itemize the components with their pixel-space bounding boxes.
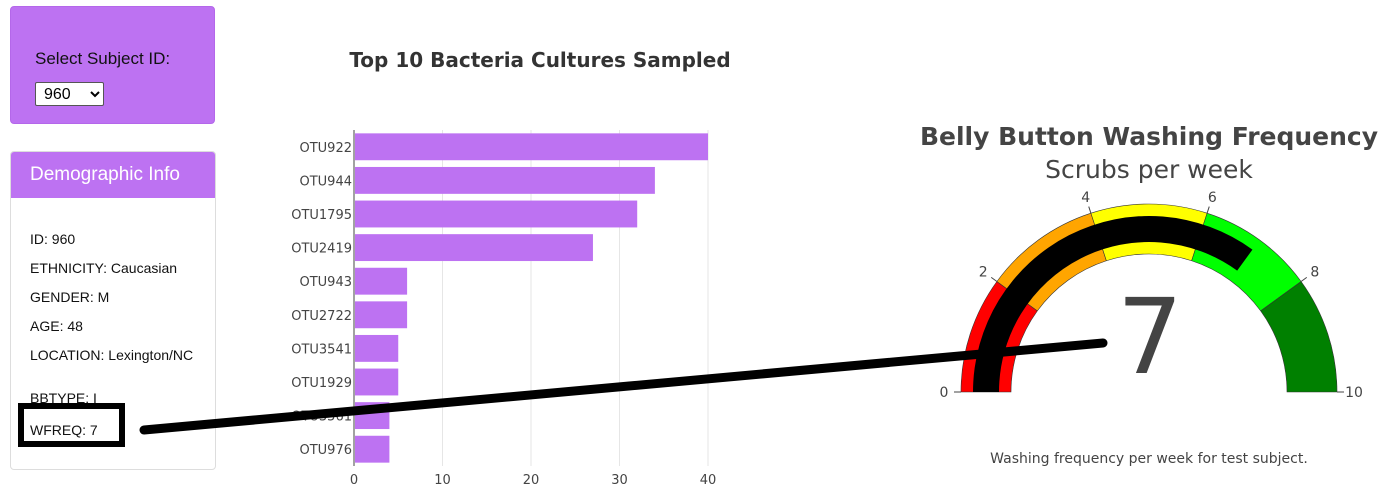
bar-chart-bar bbox=[355, 435, 390, 463]
bar-chart-x-tick-label: 20 bbox=[523, 473, 540, 488]
annotation-pointer-line bbox=[139, 338, 1108, 435]
bar-chart-category-label: OTU943 bbox=[299, 275, 352, 290]
gauge-caption: Washing frequency per week for test subj… bbox=[990, 451, 1308, 467]
demo-ethnicity: ETHNICITY: Caucasian bbox=[30, 260, 178, 276]
demographic-info-header: Demographic Info bbox=[11, 152, 215, 198]
bar-chart-category-label: OTU2722 bbox=[291, 309, 352, 324]
gauge-tick-label: 8 bbox=[1310, 265, 1319, 281]
gauge-title: Belly Button Washing Frequency bbox=[920, 122, 1378, 151]
gauge-subtitle: Scrubs per week bbox=[1045, 155, 1253, 184]
gauge-tick-label: 0 bbox=[940, 385, 949, 401]
demographic-info-panel: Demographic Info ID: 960 ETHNICITY: Cauc… bbox=[10, 151, 216, 470]
bar-chart-x-tick-label: 0 bbox=[350, 473, 358, 488]
bar-chart-category-label: OTU2419 bbox=[291, 242, 352, 257]
bar-chart-bar bbox=[355, 301, 408, 329]
gauge-value-number: 7 bbox=[1117, 276, 1183, 398]
bar-chart-bar bbox=[355, 334, 399, 362]
gauge-tick-label: 4 bbox=[1081, 190, 1090, 206]
bar-chart-category-label: OTU1929 bbox=[291, 376, 352, 391]
bar-chart-category-label: OTU3541 bbox=[291, 342, 352, 357]
bar-chart-x-tick-label: 40 bbox=[700, 473, 717, 488]
bar-chart-category-label: OTU1795 bbox=[291, 208, 352, 223]
bar-chart-category-label: OTU976 bbox=[299, 443, 352, 458]
demo-age: AGE: 48 bbox=[30, 318, 83, 334]
gauge-value-arc bbox=[973, 216, 1253, 392]
bar-chart-bar bbox=[355, 166, 655, 194]
demo-location: LOCATION: Lexington/NC bbox=[30, 347, 194, 363]
wfreq-highlight-box bbox=[18, 403, 125, 447]
gauge-value-bar bbox=[973, 216, 1253, 392]
subject-select-label: Select Subject ID: bbox=[35, 49, 171, 68]
gauge-tick bbox=[1206, 206, 1210, 214]
bar-chart-category-label: OTU922 bbox=[299, 141, 352, 156]
bar-chart: Top 10 Bacteria Cultures Sampled OTU922 O… bbox=[291, 48, 730, 488]
subject-id-dropdown[interactable]: 960 bbox=[35, 82, 104, 106]
bar-chart-title: Top 10 Bacteria Cultures Sampled bbox=[349, 48, 730, 72]
bar-chart-bar bbox=[355, 133, 708, 161]
bar-chart-category-label: OTU944 bbox=[299, 174, 352, 189]
subject-select-panel: Select Subject ID: 960 bbox=[10, 6, 215, 124]
demo-bbtype: BBTYPE: I bbox=[30, 390, 97, 406]
gauge-tick bbox=[990, 276, 998, 282]
bar-chart-bar bbox=[355, 234, 593, 262]
bar-chart-bars bbox=[355, 133, 708, 463]
gauge-tick bbox=[1300, 276, 1308, 282]
gauge-chart: Belly Button Washing Frequency Scrubs pe… bbox=[920, 122, 1378, 467]
bar-chart-bar bbox=[355, 267, 408, 295]
demographic-info-title: Demographic Info bbox=[30, 164, 180, 185]
gauge-tick-label: 10 bbox=[1345, 385, 1363, 401]
bar-chart-bar bbox=[355, 200, 638, 228]
bar-chart-x-tick-label: 30 bbox=[611, 473, 628, 488]
bar-chart-x-tick-label: 10 bbox=[434, 473, 451, 488]
gauge-ticks: 0 2 4 6 8 10 bbox=[940, 190, 1363, 401]
demo-id: ID: 960 bbox=[30, 231, 76, 247]
demo-wfreq: WFREQ: 7 bbox=[30, 422, 98, 438]
demo-gender: GENDER: M bbox=[30, 289, 110, 305]
bar-chart-x-ticks: 0 10 20 30 40 bbox=[350, 473, 716, 488]
gauge-tick-label: 2 bbox=[979, 265, 988, 281]
bar-chart-bar bbox=[355, 368, 399, 396]
gauge-tick bbox=[1088, 206, 1092, 214]
gauge-tick-label: 6 bbox=[1208, 190, 1217, 206]
